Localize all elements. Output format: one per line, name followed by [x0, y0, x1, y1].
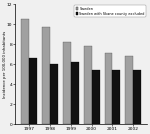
Bar — [112, 70, 120, 124]
Y-axis label: Incidence per 100,000 inhabitants: Incidence per 100,000 inhabitants — [3, 31, 7, 98]
Bar — [42, 27, 50, 124]
Bar — [84, 46, 92, 124]
Bar — [50, 64, 58, 124]
Bar — [29, 58, 37, 124]
Bar — [21, 19, 29, 124]
Bar — [125, 56, 133, 124]
Bar — [105, 53, 112, 124]
Legend: Sweden, Sweden with Skane county excluded: Sweden, Sweden with Skane county exclude… — [74, 5, 146, 17]
Bar — [133, 70, 141, 124]
Bar — [92, 70, 100, 124]
Bar — [63, 42, 71, 124]
Bar — [71, 62, 79, 124]
